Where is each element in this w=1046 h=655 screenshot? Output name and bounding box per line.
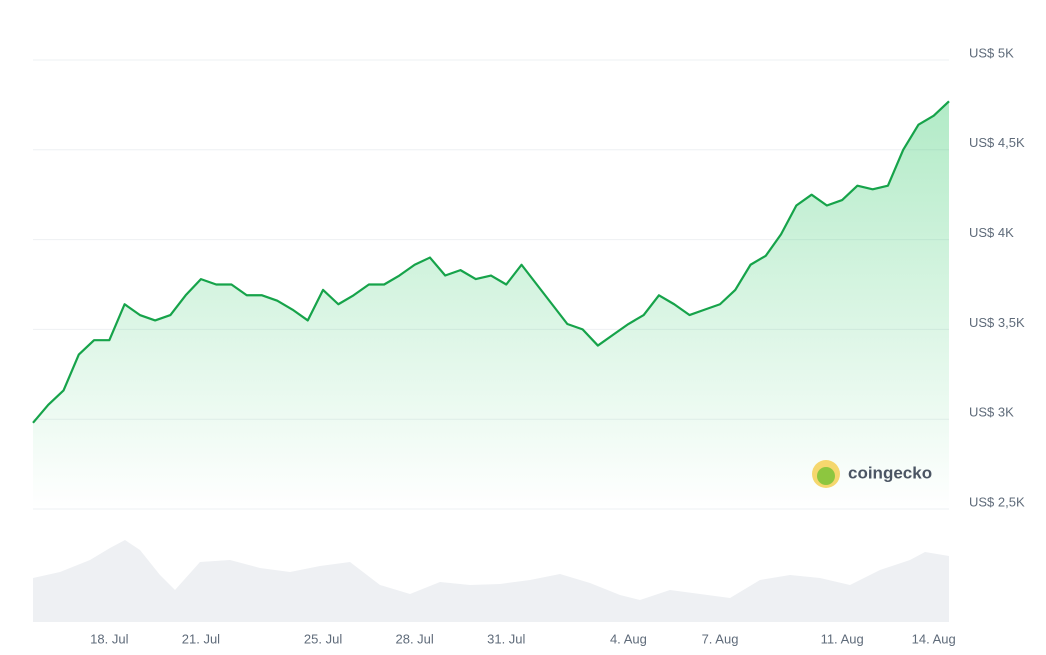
y-tick-label: US$ 3K — [969, 405, 1014, 420]
x-tick-label: 14. Aug — [912, 631, 956, 646]
x-tick-label: 31. Jul — [487, 631, 525, 646]
x-tick-label: 25. Jul — [304, 631, 342, 646]
x-tick-label: 18. Jul — [90, 631, 128, 646]
y-tick-label: US$ 4,5K — [969, 135, 1025, 150]
watermark: coingecko — [812, 460, 932, 488]
x-tick-label: 11. Aug — [821, 631, 864, 646]
volume-area — [33, 540, 949, 622]
x-tick-label: 7. Aug — [702, 631, 739, 646]
price-line — [32, 100, 950, 424]
x-tick-label: 4. Aug — [610, 631, 647, 646]
x-tick-label: 21. Jul — [182, 631, 220, 646]
watermark-text: coingecko — [848, 463, 932, 482]
price-area — [33, 101, 949, 510]
y-tick-label: US$ 5K — [969, 45, 1014, 60]
x-tick-label: 28. Jul — [396, 631, 434, 646]
y-tick-label: US$ 3,5K — [969, 315, 1025, 330]
y-tick-label: US$ 2,5K — [969, 494, 1025, 509]
y-tick-label: US$ 4K — [969, 225, 1014, 240]
